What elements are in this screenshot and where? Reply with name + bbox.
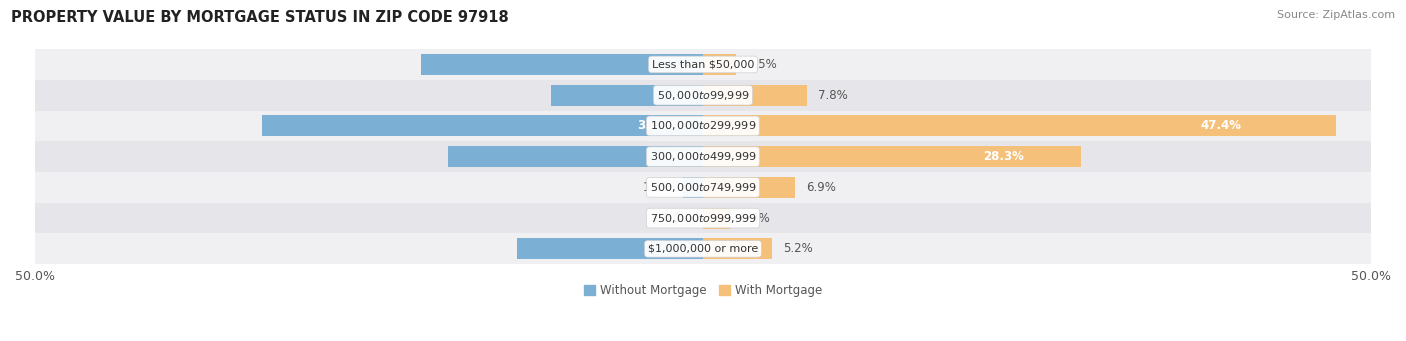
Text: 5.2%: 5.2% <box>783 242 813 255</box>
Text: 11.4%: 11.4% <box>681 89 721 102</box>
Bar <box>703 146 1081 167</box>
Bar <box>703 177 796 198</box>
Text: Less than $50,000: Less than $50,000 <box>652 59 754 70</box>
Bar <box>517 238 703 259</box>
Bar <box>703 208 730 228</box>
Text: 7.8%: 7.8% <box>818 89 848 102</box>
Text: 13.9%: 13.9% <box>675 242 716 255</box>
Text: $1,000,000 or more: $1,000,000 or more <box>648 244 758 254</box>
Text: $50,000 to $99,999: $50,000 to $99,999 <box>657 89 749 102</box>
Text: 33.0%: 33.0% <box>637 119 678 132</box>
Bar <box>449 146 703 167</box>
Bar <box>262 116 703 136</box>
Text: PROPERTY VALUE BY MORTGAGE STATUS IN ZIP CODE 97918: PROPERTY VALUE BY MORTGAGE STATUS IN ZIP… <box>11 10 509 25</box>
Text: 19.1%: 19.1% <box>665 150 706 163</box>
Text: 28.3%: 28.3% <box>984 150 1025 163</box>
Text: Source: ZipAtlas.com: Source: ZipAtlas.com <box>1277 10 1395 20</box>
Text: 6.9%: 6.9% <box>806 181 835 194</box>
Bar <box>35 110 1371 141</box>
Bar <box>35 49 1371 80</box>
Text: 2.5%: 2.5% <box>747 58 778 71</box>
Text: $500,000 to $749,999: $500,000 to $749,999 <box>650 181 756 194</box>
Bar <box>422 54 703 75</box>
Legend: Without Mortgage, With Mortgage: Without Mortgage, With Mortgage <box>583 284 823 297</box>
Bar <box>35 80 1371 110</box>
Text: 21.1%: 21.1% <box>661 58 702 71</box>
Text: $750,000 to $999,999: $750,000 to $999,999 <box>650 212 756 225</box>
Text: 47.4%: 47.4% <box>1201 119 1241 132</box>
Bar <box>35 203 1371 234</box>
Bar <box>703 85 807 106</box>
Text: $300,000 to $499,999: $300,000 to $499,999 <box>650 150 756 163</box>
Text: $100,000 to $299,999: $100,000 to $299,999 <box>650 119 756 132</box>
Bar <box>683 177 703 198</box>
Bar <box>703 54 737 75</box>
Text: 0.0%: 0.0% <box>662 212 692 225</box>
Bar <box>703 238 772 259</box>
Text: 1.5%: 1.5% <box>643 181 672 194</box>
Bar <box>551 85 703 106</box>
Bar <box>703 116 1336 136</box>
Bar <box>35 172 1371 203</box>
Bar <box>35 234 1371 264</box>
Text: 2.0%: 2.0% <box>741 212 770 225</box>
Bar <box>35 141 1371 172</box>
